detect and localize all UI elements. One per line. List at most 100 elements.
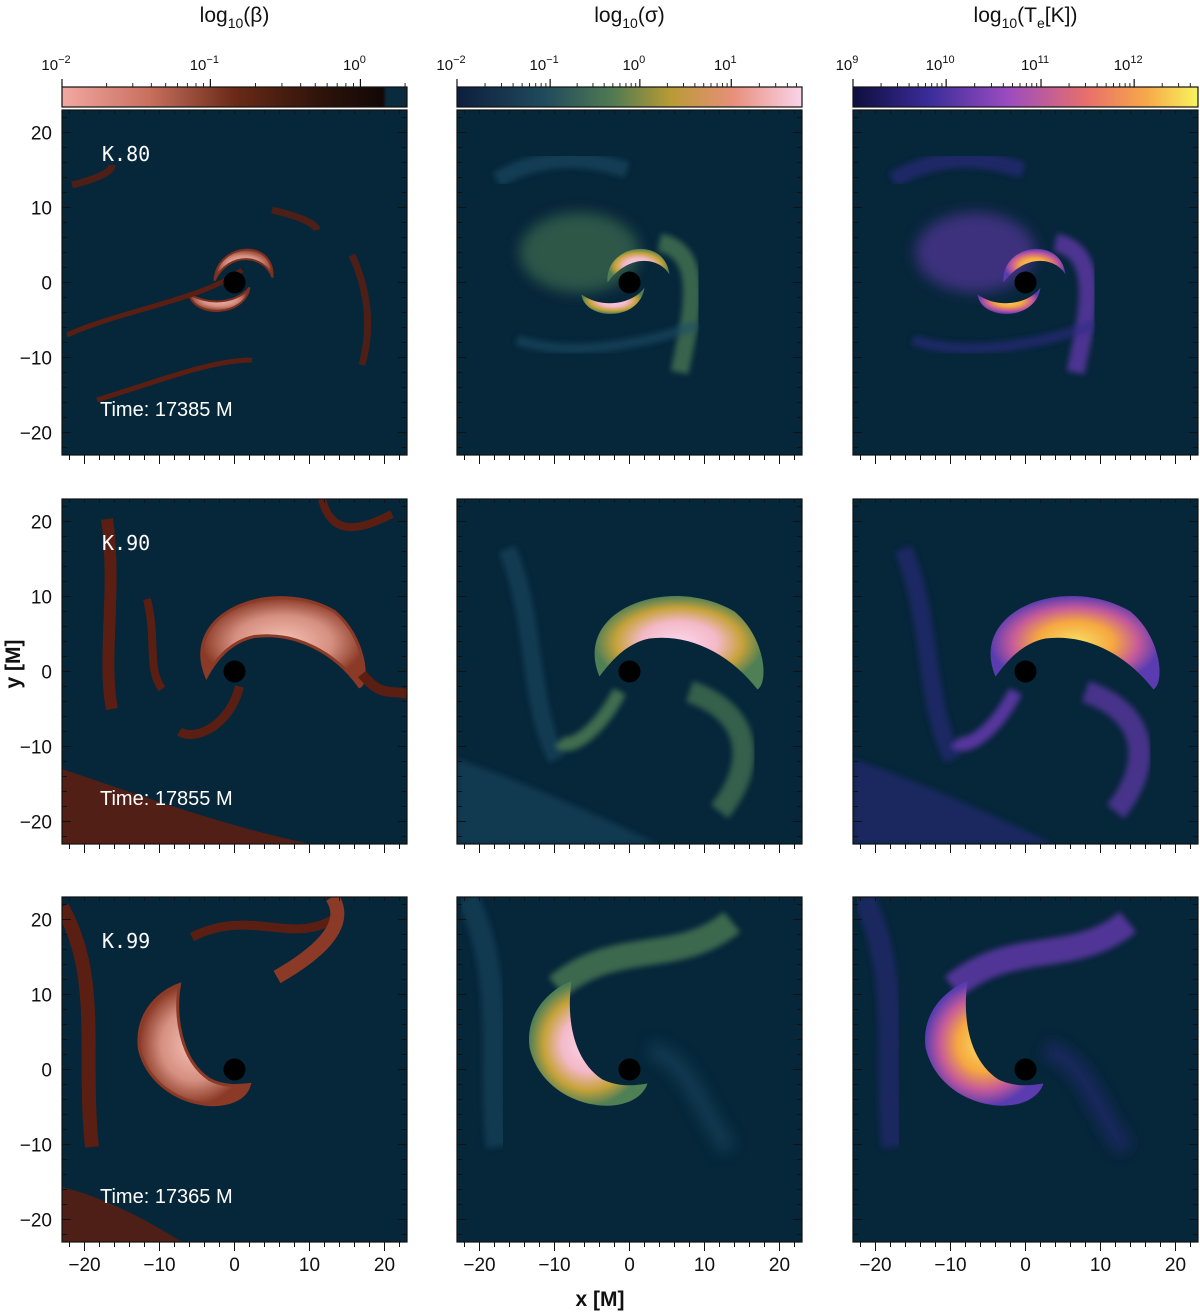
te-filament [1081, 681, 1151, 819]
te-region [853, 759, 1053, 844]
colorbar-tick-label: 10−2 [436, 54, 465, 74]
column-title: log10(β) [200, 4, 270, 31]
panel-r0-c0: 20 10 0 −10 −20 K.80 Time: 17385 M [20, 109, 408, 464]
colorbar-tick-label: 10−1 [190, 54, 219, 74]
panel-image [853, 499, 1198, 844]
panel-image [62, 897, 407, 1242]
x-tick-label: 10 [299, 1255, 320, 1276]
x-tick-label: −20 [68, 1255, 100, 1276]
y-tick-label: 0 [41, 663, 52, 684]
y-tick-label: 20 [31, 911, 52, 932]
beta-filament [273, 897, 345, 984]
colorbar-tick-label: 100 [343, 54, 366, 74]
panel-r0-c2 [852, 109, 1199, 464]
y-tick-label: 10 [31, 986, 52, 1007]
te-filament [944, 911, 1137, 998]
x-tick-label: 0 [1020, 1255, 1031, 1276]
te-filament [888, 152, 1026, 187]
panel-r0-c1 [456, 109, 803, 464]
panel-r1-c1 [456, 498, 803, 853]
black-hole [618, 271, 641, 294]
panel-image [457, 110, 802, 455]
x-tick-label: 20 [1165, 1255, 1186, 1276]
sigma-hot-structure [528, 981, 648, 1106]
x-tick-label: 0 [624, 1255, 635, 1276]
black-hole [1014, 1058, 1037, 1081]
beta-filament [271, 206, 321, 232]
beta-structure [213, 248, 274, 281]
beta-filament [143, 598, 166, 692]
y-tick-label: −20 [20, 1211, 52, 1232]
y-tick-label: 20 [31, 513, 52, 534]
column-title: log10(Te[K]) [974, 4, 1078, 31]
black-hole [1014, 271, 1037, 294]
te-hot-structure [990, 596, 1160, 690]
x-tick-label: −10 [538, 1255, 570, 1276]
te-filament [911, 320, 1095, 354]
y-tick-label: −20 [20, 424, 52, 445]
x-tick-label: −10 [934, 1255, 966, 1276]
beta-filament [71, 164, 116, 189]
colorbar [456, 86, 803, 108]
x-tick-label: −20 [463, 1255, 495, 1276]
te-hot-structure [1003, 248, 1066, 283]
x-tick-label: 20 [769, 1255, 790, 1276]
y-tick-label: 0 [41, 1061, 52, 1082]
column-title-text: log10(β) [200, 4, 270, 31]
colorbar-tick-label: 101 [714, 54, 737, 74]
colorbar [61, 86, 408, 108]
model-label: K.90 [102, 531, 150, 555]
model-label: K.80 [102, 142, 150, 166]
y-tick-label: −10 [20, 1136, 52, 1157]
x-axis-label: x [M] [576, 1288, 625, 1311]
x-tick-label: 20 [374, 1255, 395, 1276]
x-tick-label: −10 [143, 1255, 175, 1276]
panel-r1-c2 [852, 498, 1199, 853]
beta-filament [177, 685, 244, 739]
colorbar-tick-label: 109 [836, 54, 859, 74]
x-tick-label: 0 [229, 1255, 240, 1276]
sigma-filament [492, 152, 630, 187]
colorbar-tick-label: 100 [622, 54, 645, 74]
beta-filament [101, 518, 118, 711]
colorbar-tick-label: 1010 [926, 54, 955, 74]
panel-r2-c2: −20 −10 0 10 20 [852, 896, 1199, 1276]
panel-image [62, 499, 407, 844]
panel-image [853, 897, 1198, 1242]
black-hole [223, 271, 246, 294]
y-tick-label: −10 [20, 349, 52, 370]
sigma-filament [685, 681, 755, 819]
beta-filament [358, 670, 407, 699]
sigma-hot-structure [607, 248, 670, 283]
sigma-filament [646, 1040, 737, 1155]
y-tick-label: −20 [20, 813, 52, 834]
time-label: Time: 17365 M [100, 1186, 233, 1208]
y-tick-label: 20 [31, 124, 52, 145]
column-title-text: log10(σ) [594, 4, 665, 31]
beta-filament [189, 913, 340, 942]
black-hole [618, 1058, 641, 1081]
te-filament [894, 545, 962, 764]
y-tick-label: −10 [20, 738, 52, 759]
te-hot-structure [977, 287, 1041, 314]
beta-region [62, 769, 312, 844]
y-axis-label: y [M] [2, 640, 25, 689]
te-filament [950, 688, 1022, 751]
y-tick-label: 0 [41, 274, 52, 295]
panel-image [457, 897, 802, 1242]
black-hole [1014, 660, 1037, 683]
te-filament [1052, 233, 1097, 375]
black-hole [618, 660, 641, 683]
beta-filament [348, 253, 372, 366]
sigma-filament [498, 545, 566, 764]
panel-image [62, 110, 407, 455]
sigma-region [457, 759, 657, 844]
sigma-filament [515, 320, 699, 354]
sigma-hot-structure [581, 287, 645, 314]
beta-structure [137, 982, 252, 1107]
panel-image [457, 499, 802, 844]
time-label: Time: 17385 M [100, 399, 233, 421]
te-filament [1042, 1040, 1133, 1155]
beta-region [62, 1187, 182, 1242]
x-tick-label: 10 [1090, 1255, 1111, 1276]
